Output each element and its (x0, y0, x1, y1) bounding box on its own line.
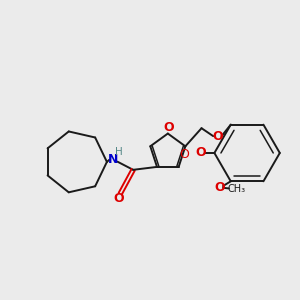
Text: H: H (116, 147, 123, 157)
Text: CH₃: CH₃ (228, 184, 246, 194)
Text: N: N (108, 153, 118, 167)
Text: O: O (212, 130, 223, 142)
Text: O: O (179, 148, 189, 161)
Text: O: O (196, 146, 206, 160)
Text: O: O (163, 121, 174, 134)
Text: O: O (114, 192, 124, 206)
Text: O: O (214, 181, 225, 194)
